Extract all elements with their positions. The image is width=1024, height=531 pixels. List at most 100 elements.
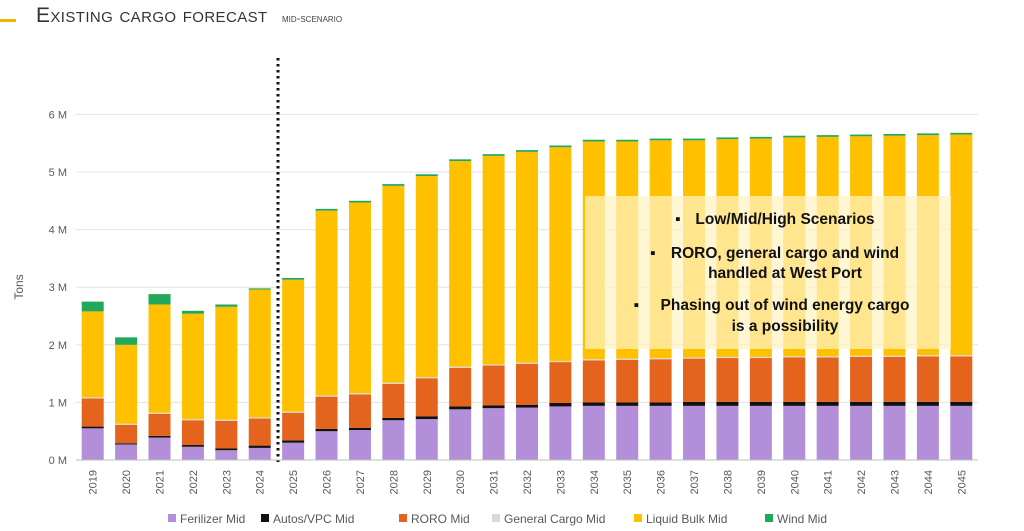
bar-segment — [148, 412, 171, 414]
y-tick-label: 5 M — [49, 167, 67, 179]
legend-swatch — [634, 514, 642, 522]
bar-segment — [148, 435, 171, 438]
bar-segment — [616, 358, 639, 360]
bar-segment — [516, 404, 538, 408]
legend-label: General Cargo Mid — [504, 512, 605, 526]
y-axis: 0 M 1 M 2 M 3 M 4 M 5 M 6 M — [49, 109, 67, 467]
bar-segment — [749, 358, 772, 402]
bar-segment — [348, 202, 371, 394]
bar-segment — [215, 448, 238, 451]
x-tick-label: 2041 — [823, 470, 835, 494]
bar-segment — [716, 356, 739, 359]
x-tick-label: 2035 — [622, 470, 634, 494]
bar-segment — [582, 360, 605, 403]
bar-segment — [683, 358, 706, 402]
bar-segment — [716, 137, 739, 140]
bar-segment — [482, 405, 505, 409]
bar-segment — [816, 135, 839, 137]
bar-segment — [582, 405, 605, 460]
bar-segment — [81, 397, 104, 399]
bar-segment — [215, 306, 238, 420]
x-tick-label: 2044 — [923, 470, 935, 494]
bar-segment — [382, 417, 405, 421]
bar-segment — [549, 402, 572, 407]
bar-segment — [248, 417, 271, 419]
bar-segment — [616, 402, 639, 406]
bar-segment — [816, 401, 839, 406]
bar-segment — [282, 440, 305, 443]
bar-segment — [716, 358, 739, 402]
bar-segment — [616, 359, 639, 403]
bar-segment — [181, 420, 204, 446]
x-tick-label: 2026 — [322, 470, 334, 494]
bar-segment — [883, 405, 906, 460]
bar-segment — [549, 360, 572, 363]
annotation-box — [585, 196, 951, 349]
x-tick-label: 2030 — [455, 470, 467, 494]
x-tick-label: 2029 — [422, 470, 434, 494]
bar-segment — [683, 401, 706, 406]
bar-segment — [449, 409, 472, 460]
x-tick-label: 2019 — [88, 470, 100, 494]
bar-segment — [649, 402, 672, 406]
page-title: Existing cargo forecast — [36, 4, 268, 27]
y-axis-label: Tons — [12, 274, 26, 299]
bar-segment — [850, 401, 873, 406]
page-subtitle: mid-scenario — [282, 13, 343, 25]
bar-segment — [181, 419, 204, 421]
bar-segment — [850, 356, 873, 402]
bar-segment — [315, 428, 338, 432]
bar-segment — [215, 304, 238, 307]
x-tick-label: 2031 — [489, 470, 501, 494]
bar-segment — [482, 365, 505, 406]
bar-segment — [649, 359, 672, 403]
bar-segment — [415, 174, 438, 177]
bar-segment — [81, 426, 104, 429]
header: Existing cargo forecast mid-scenario — [36, 4, 342, 28]
bar-segment — [783, 401, 806, 406]
bar-segment — [181, 313, 204, 420]
bar-segment — [115, 443, 138, 445]
bar-segment — [148, 304, 171, 413]
bar-segment — [616, 139, 639, 142]
bar-segment — [883, 356, 906, 402]
bar-segment — [783, 357, 806, 402]
bar-segment — [582, 359, 605, 361]
annotation-bullet: ▪ — [650, 245, 656, 262]
legend-swatch — [765, 514, 773, 522]
bar-segment — [382, 420, 405, 460]
bar-segment — [215, 450, 238, 460]
bar-segment — [516, 151, 538, 363]
bar-segment — [482, 155, 505, 365]
legend-swatch — [261, 514, 269, 522]
y-tick-label: 1 M — [49, 397, 67, 409]
bar-segment — [181, 446, 204, 460]
bar-segment — [148, 437, 171, 460]
bar-segment — [215, 420, 238, 449]
bar-segment — [482, 408, 505, 460]
x-tick-label: 2045 — [956, 470, 968, 494]
bar-segment — [248, 289, 271, 418]
bar-segment — [482, 154, 505, 156]
bar-segment — [716, 401, 739, 406]
bar-segment — [248, 288, 271, 290]
bar-segment — [348, 430, 371, 460]
bar-segment — [816, 405, 839, 460]
bar-segment — [148, 294, 171, 305]
bar-segment — [749, 405, 772, 460]
bar-segment — [549, 362, 572, 403]
x-tick-label: 2025 — [288, 470, 300, 494]
bar-segment — [916, 401, 939, 406]
y-tick-label: 3 M — [49, 282, 67, 294]
x-tick-label: 2022 — [188, 470, 200, 494]
annotation-line: RORO, general cargo and wind — [671, 245, 899, 262]
bar-segment — [248, 445, 271, 448]
bar-segment — [549, 147, 572, 361]
x-tick-label: 2037 — [689, 470, 701, 494]
bar-segment — [883, 401, 906, 406]
bar-segment — [950, 401, 973, 406]
title-accent-line — [0, 19, 16, 22]
bar-segment — [248, 447, 271, 460]
bar-segment — [215, 419, 238, 421]
bar-segment — [449, 159, 472, 162]
